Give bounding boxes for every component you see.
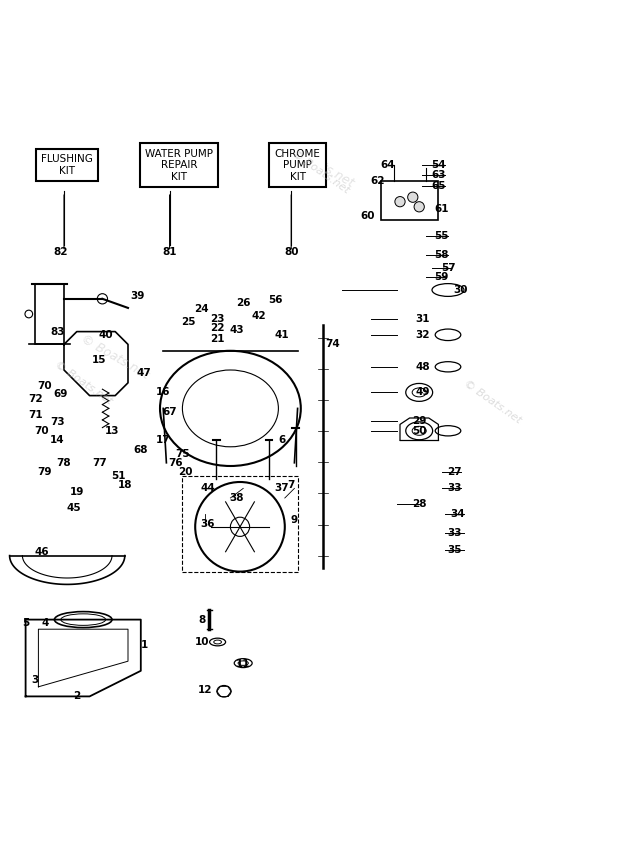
- Text: 48: 48: [415, 362, 429, 372]
- Text: 46: 46: [35, 548, 49, 557]
- Text: 57: 57: [441, 263, 455, 273]
- Text: 69: 69: [54, 389, 68, 398]
- Text: 34: 34: [451, 509, 465, 519]
- Text: CHROME
PUMP
KIT: CHROME PUMP KIT: [275, 148, 321, 181]
- Text: 10: 10: [195, 637, 209, 647]
- Text: © Boats.net: © Boats.net: [52, 359, 114, 406]
- Text: 11: 11: [236, 660, 250, 669]
- Text: 59: 59: [435, 273, 449, 282]
- Text: 23: 23: [211, 314, 225, 324]
- Text: 79: 79: [38, 467, 52, 477]
- Text: 70: 70: [35, 426, 49, 436]
- Text: 31: 31: [415, 314, 429, 324]
- Text: 45: 45: [67, 503, 81, 513]
- Text: 78: 78: [57, 457, 71, 468]
- Text: © Boats.net: © Boats.net: [284, 141, 356, 190]
- Text: 64: 64: [380, 161, 394, 170]
- Text: 26: 26: [236, 298, 250, 308]
- Text: 16: 16: [156, 387, 170, 398]
- Text: 14: 14: [51, 436, 65, 445]
- Text: 83: 83: [51, 326, 65, 337]
- Text: 43: 43: [230, 325, 244, 335]
- Text: 81: 81: [163, 247, 177, 257]
- Text: 47: 47: [136, 368, 152, 378]
- Text: 77: 77: [92, 457, 107, 468]
- Text: 12: 12: [198, 685, 212, 695]
- Text: 60: 60: [361, 212, 375, 221]
- Text: 21: 21: [211, 334, 225, 345]
- Text: 65: 65: [431, 181, 445, 191]
- Text: 50: 50: [412, 426, 426, 436]
- Text: 75: 75: [175, 450, 189, 459]
- Text: 37: 37: [275, 483, 289, 493]
- Text: 82: 82: [54, 247, 68, 257]
- Bar: [35, 284, 64, 345]
- Text: 20: 20: [179, 467, 193, 477]
- Text: 7: 7: [287, 480, 295, 490]
- Text: © Boats.net: © Boats.net: [462, 378, 524, 425]
- Text: 67: 67: [163, 406, 177, 417]
- Text: 29: 29: [412, 416, 426, 426]
- Text: 18: 18: [118, 480, 132, 490]
- Text: 1: 1: [140, 641, 148, 650]
- Text: 25: 25: [182, 317, 196, 327]
- Text: FLUSHING
KIT: FLUSHING KIT: [41, 155, 93, 176]
- Text: © Boats.net: © Boats.net: [79, 332, 152, 382]
- Text: 28: 28: [412, 499, 426, 510]
- Text: 35: 35: [447, 545, 461, 556]
- Text: 36: 36: [201, 518, 215, 529]
- Text: 56: 56: [268, 294, 282, 305]
- Text: 70: 70: [38, 381, 52, 391]
- Text: 5: 5: [22, 618, 29, 628]
- Bar: [182, 476, 298, 572]
- Text: 9: 9: [291, 516, 298, 525]
- Text: 22: 22: [211, 324, 225, 333]
- Text: 24: 24: [195, 304, 209, 314]
- Text: 2: 2: [73, 692, 81, 701]
- Text: 71: 71: [28, 410, 42, 420]
- Text: 58: 58: [435, 250, 449, 260]
- Circle shape: [408, 192, 418, 202]
- Text: 13: 13: [105, 426, 119, 436]
- Text: 42: 42: [252, 311, 266, 320]
- Text: 55: 55: [435, 231, 449, 240]
- Text: 32: 32: [415, 330, 429, 339]
- Text: 8: 8: [198, 615, 205, 625]
- Text: 15: 15: [92, 355, 106, 365]
- Circle shape: [414, 201, 424, 212]
- Text: 17: 17: [156, 436, 170, 445]
- Text: 61: 61: [435, 204, 449, 214]
- Text: 30: 30: [454, 285, 468, 295]
- Text: 41: 41: [275, 330, 289, 339]
- Text: 40: 40: [99, 330, 113, 339]
- Text: WATER PUMP
REPAIR
KIT: WATER PUMP REPAIR KIT: [145, 148, 213, 181]
- Text: 6: 6: [278, 436, 285, 445]
- Text: 44: 44: [200, 483, 216, 493]
- Text: 76: 76: [169, 457, 183, 468]
- Text: 73: 73: [51, 418, 65, 427]
- Text: 80: 80: [284, 247, 298, 257]
- Circle shape: [395, 196, 405, 207]
- Text: 19: 19: [70, 487, 84, 496]
- Text: 27: 27: [447, 467, 461, 477]
- Text: 49: 49: [415, 387, 429, 398]
- Text: 74: 74: [325, 339, 340, 350]
- Text: 72: 72: [28, 394, 42, 404]
- Text: © Boats.net: © Boats.net: [289, 148, 351, 195]
- Text: 38: 38: [230, 493, 244, 503]
- Text: 39: 39: [131, 292, 145, 301]
- Text: 54: 54: [431, 161, 445, 170]
- Text: 4: 4: [41, 618, 49, 628]
- Text: 62: 62: [371, 176, 385, 187]
- Text: 68: 68: [134, 445, 148, 455]
- Bar: [381, 181, 438, 220]
- Text: 33: 33: [447, 483, 461, 493]
- Text: 51: 51: [111, 470, 125, 481]
- Text: 3: 3: [31, 675, 39, 686]
- Text: 33: 33: [447, 529, 461, 538]
- Text: 63: 63: [431, 170, 445, 180]
